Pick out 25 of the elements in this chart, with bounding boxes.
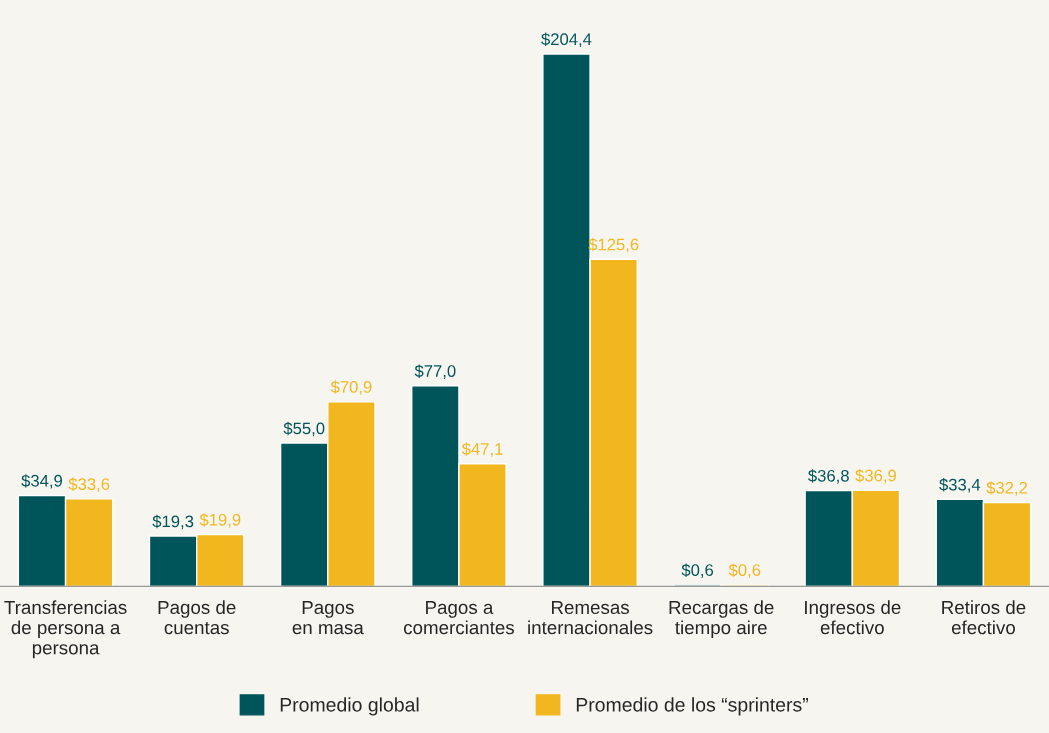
x-tick-label: Pagos de cuentas — [158, 600, 236, 635]
legend-label: Promedio de los “sprinters” — [576, 697, 808, 716]
data-label: $0,6 — [681, 563, 714, 578]
x-tick-label: Ingresos de efectivo — [805, 600, 901, 635]
data-label: $55,0 — [283, 421, 325, 437]
data-label: $77,0 — [414, 364, 456, 379]
data-label: $33,4 — [939, 478, 981, 493]
data-label: $34,9 — [21, 474, 63, 489]
data-label: $0,6 — [728, 563, 761, 578]
data-label: $36,8 — [808, 469, 849, 484]
data-label: $32,2 — [986, 481, 1028, 496]
data-label: $204,4 — [541, 32, 592, 48]
data-label: $19,3 — [152, 514, 194, 530]
data-label: $33,6 — [68, 477, 110, 492]
x-tick-label: Transferencias de persona a persona — [4, 600, 127, 659]
data-label: $36,9 — [855, 468, 896, 484]
x-tick-label: Pagos en masa — [292, 600, 364, 635]
x-tick-label: Recargas de tiempo aire — [669, 600, 774, 638]
legend-label: Promedio global — [280, 697, 419, 716]
data-label: $47,1 — [461, 442, 503, 457]
x-tick-label: Remesas internacionales — [528, 600, 653, 635]
data-label: $19,9 — [199, 513, 241, 528]
x-tick-label: Retiros de efectivo — [942, 600, 1026, 635]
data-label: $70,9 — [330, 380, 372, 395]
x-tick-label: Pagos a comerciantes — [403, 600, 515, 635]
